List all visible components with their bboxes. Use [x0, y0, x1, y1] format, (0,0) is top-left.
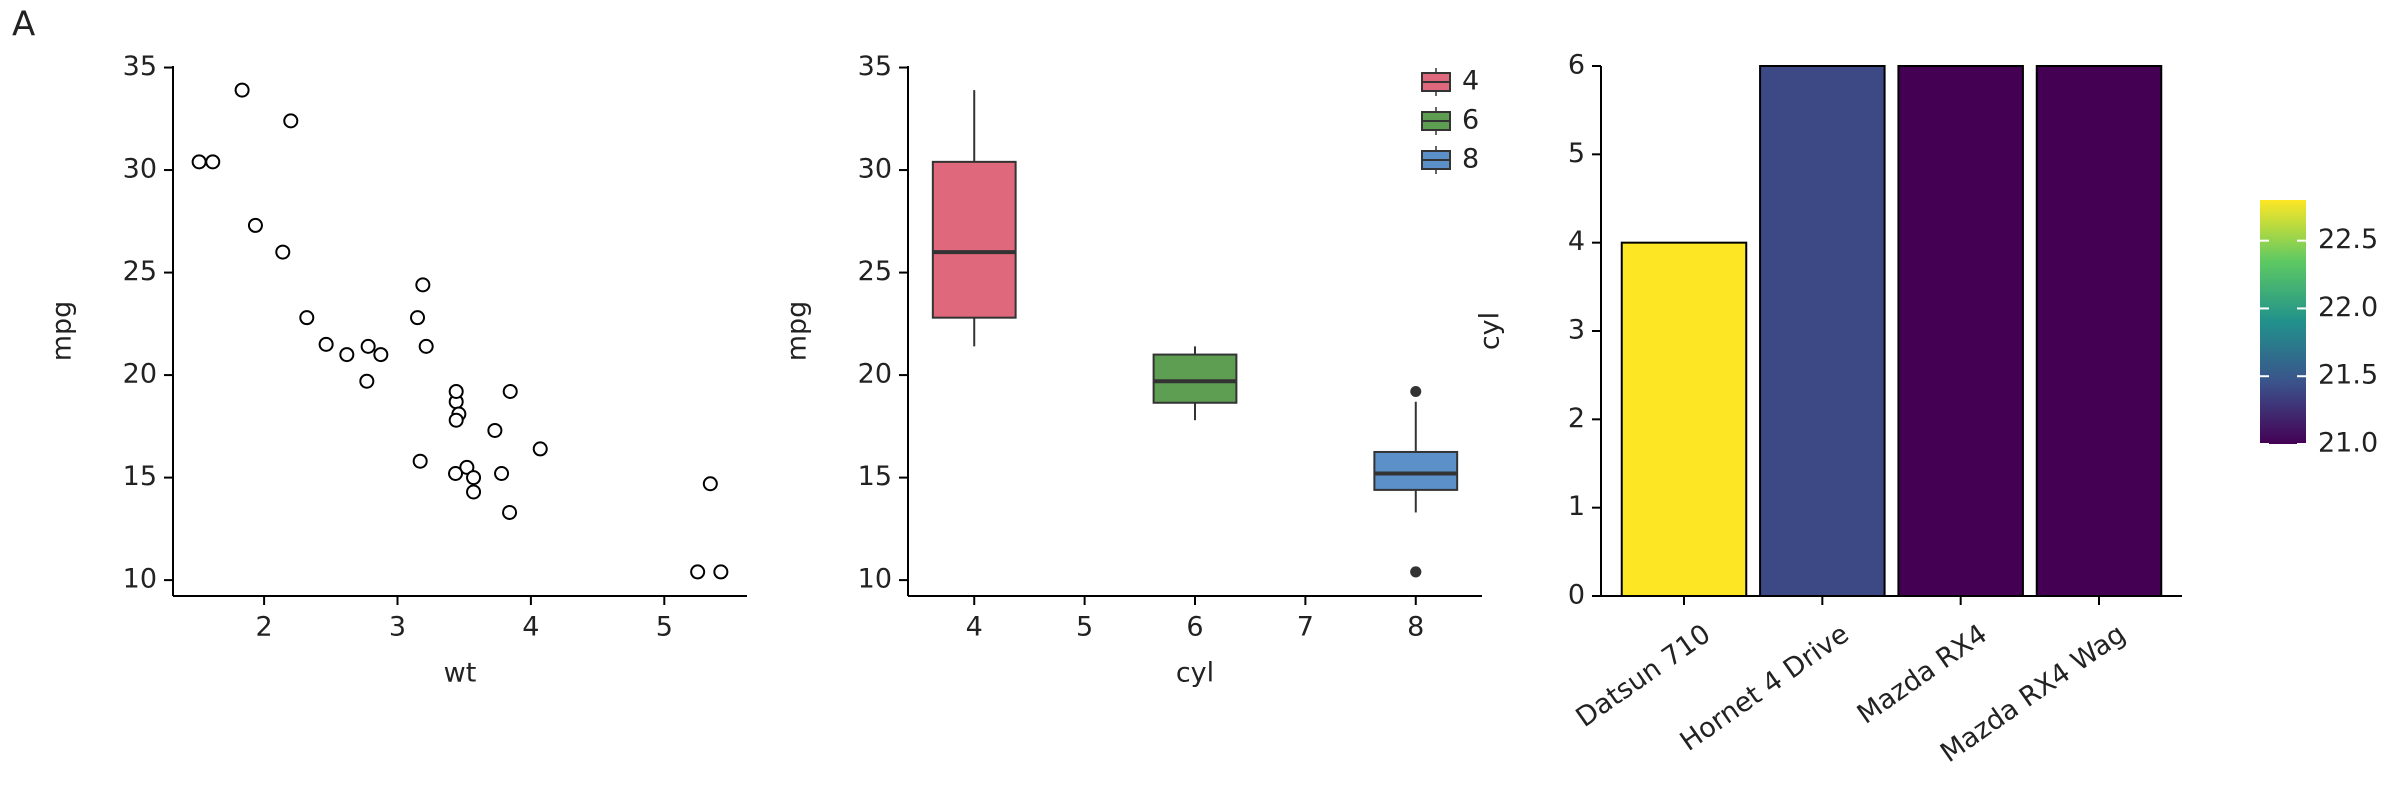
x-tick-label: 8 — [1407, 612, 1424, 643]
colorbar-label: 21.0 — [2318, 428, 2378, 459]
x-tick-label: 7 — [1297, 612, 1314, 643]
point — [448, 465, 464, 481]
point — [459, 459, 475, 475]
point — [283, 113, 299, 129]
x-tick-label: 6 — [1186, 612, 1203, 643]
y-tick-label: 15 — [858, 461, 892, 492]
x-axis-title: cyl — [1176, 658, 1214, 689]
point — [415, 277, 431, 293]
x-tick-label: 4 — [522, 612, 539, 643]
colorbar-label: 21.5 — [2318, 360, 2378, 391]
point — [466, 484, 482, 500]
x-tick-label: 2 — [256, 612, 273, 643]
point — [448, 412, 464, 428]
point — [339, 347, 355, 363]
point — [494, 465, 510, 481]
y-tick-label: 30 — [123, 154, 157, 185]
legend-label: 8 — [1462, 144, 1479, 175]
colorbar-label: 22.0 — [2318, 292, 2378, 323]
panel-label: A — [12, 5, 35, 45]
bar — [1620, 241, 1748, 598]
y-tick-label: 6 — [1568, 50, 1585, 81]
y-tick-label: 1 — [1568, 491, 1585, 522]
y-axis-title: mpg — [47, 301, 78, 362]
bar — [1897, 65, 2024, 597]
box — [1152, 353, 1238, 404]
y-tick-label: 10 — [123, 564, 157, 595]
point — [532, 441, 548, 457]
point — [318, 336, 334, 352]
colorbar — [2260, 200, 2306, 444]
y-axis-title: cyl — [1475, 312, 1506, 350]
y-tick-label: 35 — [858, 51, 892, 82]
point — [502, 383, 518, 399]
x-tick-label: Mazda RX4 — [1852, 618, 1993, 730]
point — [410, 310, 426, 326]
y-tick-label: 0 — [1568, 580, 1585, 611]
point — [275, 244, 291, 260]
legend-label: 6 — [1462, 105, 1479, 136]
point — [373, 347, 389, 363]
point — [713, 564, 729, 580]
point — [418, 338, 434, 354]
y-tick-label: 30 — [858, 154, 892, 185]
legend-label: 4 — [1462, 66, 1479, 97]
box — [1373, 450, 1459, 491]
x-axis-title: wt — [444, 658, 477, 689]
point — [448, 383, 464, 399]
y-tick-label: 20 — [858, 359, 892, 390]
outlier — [1410, 566, 1422, 578]
y-tick-label: 20 — [123, 359, 157, 390]
y-tick-label: 3 — [1568, 315, 1585, 346]
point — [702, 476, 718, 492]
point — [234, 82, 250, 98]
point — [690, 564, 706, 580]
point — [191, 154, 207, 170]
point — [247, 217, 263, 233]
y-tick-label: 25 — [858, 256, 892, 287]
x-tick-label: Datsun 710 — [1570, 618, 1716, 733]
x-tick-label: 5 — [656, 612, 673, 643]
point — [205, 154, 221, 170]
point — [466, 470, 482, 486]
box — [931, 160, 1017, 319]
point — [360, 338, 376, 354]
y-tick-label: 10 — [858, 564, 892, 595]
x-tick-label: 4 — [966, 612, 983, 643]
y-axis-title: mpg — [782, 301, 813, 362]
y-tick-label: 15 — [123, 461, 157, 492]
y-tick-label: 4 — [1568, 226, 1585, 257]
y-tick-label: 25 — [123, 256, 157, 287]
point — [502, 504, 518, 520]
y-tick-label: 5 — [1568, 138, 1585, 169]
y-tick-label: 35 — [123, 51, 157, 82]
point — [412, 453, 428, 469]
point — [359, 373, 375, 389]
colorbar-label: 22.5 — [2318, 224, 2378, 255]
point — [487, 422, 503, 438]
y-tick-label: 2 — [1568, 403, 1585, 434]
point — [299, 310, 315, 326]
bar — [1759, 65, 1886, 597]
outlier — [1410, 385, 1422, 397]
x-tick-label: 3 — [389, 612, 406, 643]
x-tick-label: 5 — [1076, 612, 1093, 643]
bar — [2035, 65, 2163, 597]
